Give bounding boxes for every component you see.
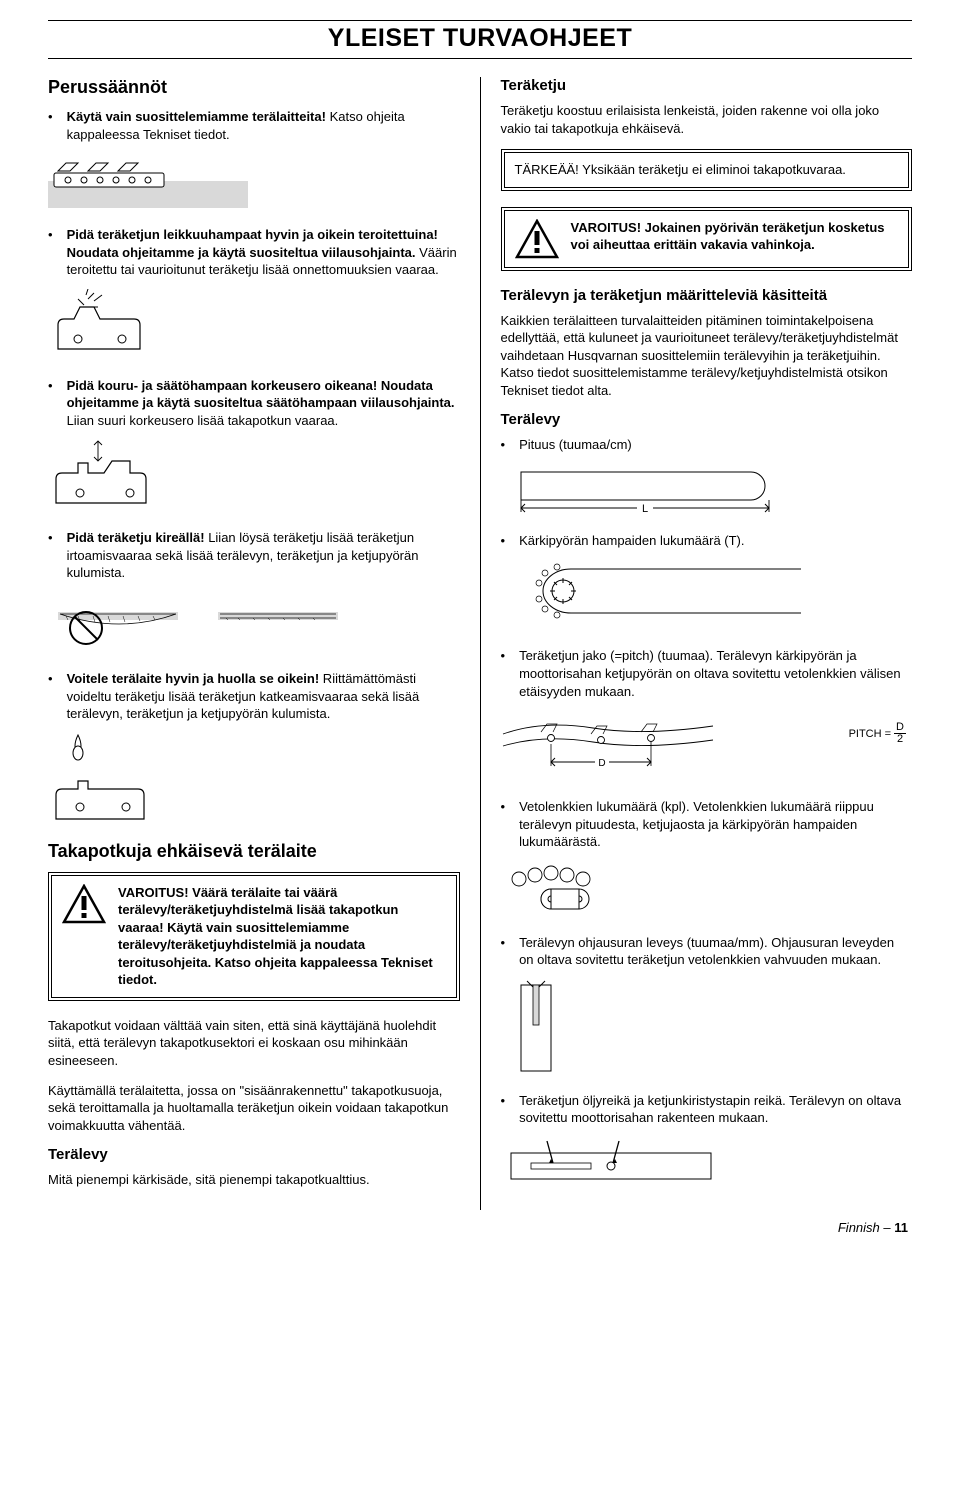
bullet-dot: • — [501, 532, 506, 550]
right-column: Teräketju Teräketju koostuu erilaisista … — [480, 77, 913, 1210]
bullet-item: • Kärkipyörän hampaiden lukumäärä (T). — [501, 532, 913, 550]
bullet-text: Terälevyn ohjausuran leveys (tuumaa/mm).… — [519, 934, 912, 969]
heading-terms: Terälevyn ja teräketjun määritteleviä kä… — [501, 287, 913, 304]
bullet-item: • Pidä teräketju kireällä! Liian löysä t… — [48, 529, 460, 582]
bullet-text: Pidä teräketju kireällä! Liian löysä ter… — [67, 529, 460, 582]
bullet-text: Vetolenkkien lukumäärä (kpl). Vetolenkki… — [519, 798, 912, 851]
bullet-text: Käytä vain suosittelemiamme terälaitteit… — [67, 108, 460, 143]
bullet-text: Kärkipyörän hampaiden lukumäärä (T). — [519, 532, 912, 550]
label-L: L — [641, 503, 647, 514]
figure-drive-links — [501, 861, 913, 916]
important-text: TÄRKEÄÄ! Yksikään teräketju ei eliminoi … — [515, 161, 899, 179]
warning-callout: VAROITUS! Väärä terälaite tai väärä terä… — [48, 872, 460, 1001]
paragraph: Käyttämällä terälaitetta, jossa on "sisä… — [48, 1082, 460, 1135]
pitch-formula: PITCH = D 2 — [849, 722, 906, 745]
paragraph: Teräketju koostuu erilaisista lenkeistä,… — [501, 102, 913, 137]
bullet-dot: • — [48, 529, 53, 582]
heading-bar: Terälevy — [48, 1146, 460, 1163]
figure-pitch: D PITCH = D 2 — [501, 710, 913, 780]
bullet-text: Pituus (tuumaa/cm) — [519, 436, 912, 454]
bullet-item: • Teräketjun jako (=pitch) (tuumaa). Ter… — [501, 647, 913, 700]
figure-cutter-spark — [48, 289, 460, 359]
bullet-text: Voitele terälaite hyvin ja huolla se oik… — [67, 670, 460, 723]
warning-icon — [62, 884, 106, 924]
figure-nose-sprocket — [501, 559, 913, 629]
left-column: Perussäännöt • Käytä vain suosittelemiam… — [48, 77, 460, 1210]
bullet-dot: • — [501, 436, 506, 454]
warning-text: VAROITUS! Väärä terälaite tai väärä terä… — [118, 884, 446, 989]
figure-oil-drop — [48, 733, 460, 823]
figure-bar-length: L — [501, 464, 913, 514]
bullet-item: • Teräketjun öljyreikä ja ketjunkiristys… — [501, 1092, 913, 1127]
bullet-item: • Pidä kouru- ja säätöhampaan korkeusero… — [48, 377, 460, 430]
paragraph: Mitä pienempi kärkisäde, sitä pienempi t… — [48, 1171, 460, 1189]
bullet-dot: • — [501, 934, 506, 969]
page-footer: Finnish – 11 — [48, 1220, 912, 1235]
heading-chain: Teräketju — [501, 77, 913, 94]
bullet-dot: • — [48, 670, 53, 723]
bullet-item: • Voitele terälaite hyvin ja huolla se o… — [48, 670, 460, 723]
document-title: YLEISET TURVAOHJEET — [48, 20, 912, 59]
bullet-item: • Pituus (tuumaa/cm) — [501, 436, 913, 454]
figure-groove — [501, 979, 913, 1074]
bullet-text: Teräketjun jako (=pitch) (tuumaa). Teräl… — [519, 647, 912, 700]
bullet-dot: • — [501, 798, 506, 851]
bullet-text: Pidä kouru- ja säätöhampaan korkeusero o… — [67, 377, 460, 430]
figure-depth-gauge — [48, 439, 460, 511]
warning-callout: VAROITUS! Jokainen pyörivän teräketjun k… — [501, 207, 913, 271]
bullet-dot: • — [48, 226, 53, 279]
heading-rules: Perussäännöt — [48, 77, 460, 98]
bullet-item: • Pidä teräketjun leikkuuhampaat hyvin j… — [48, 226, 460, 279]
bullet-item: • Vetolenkkien lukumäärä (kpl). Vetolenk… — [501, 798, 913, 851]
figure-oil-hole — [501, 1137, 913, 1192]
warning-icon — [515, 219, 559, 259]
bullet-dot: • — [48, 108, 53, 143]
bullet-text: Pidä teräketjun leikkuuhampaat hyvin ja … — [67, 226, 460, 279]
bullet-item: • Terälevyn ohjausuran leveys (tuumaa/mm… — [501, 934, 913, 969]
heading-kickback: Takapotkuja ehkäisevä terälaite — [48, 841, 460, 862]
paragraph: Kaikkien terälaitteen turvalaitteiden pi… — [501, 312, 913, 400]
bullet-dot: • — [501, 647, 506, 700]
important-callout: TÄRKEÄÄ! Yksikään teräketju ei eliminoi … — [501, 149, 913, 191]
bullet-item: • Käytä vain suosittelemiamme terälaitte… — [48, 108, 460, 143]
warning-text: VAROITUS! Jokainen pyörivän teräketjun k… — [571, 219, 899, 254]
label-D: D — [598, 758, 605, 769]
bullet-dot: • — [48, 377, 53, 430]
figure-chain-tension — [48, 592, 460, 652]
bullet-dot: • — [501, 1092, 506, 1127]
heading-bar: Terälevy — [501, 411, 913, 428]
paragraph: Takapotkut voidaan välttää vain siten, e… — [48, 1017, 460, 1070]
figure-chain-segment — [48, 153, 460, 208]
bullet-text: Teräketjun öljyreikä ja ketjunkiristysta… — [519, 1092, 912, 1127]
